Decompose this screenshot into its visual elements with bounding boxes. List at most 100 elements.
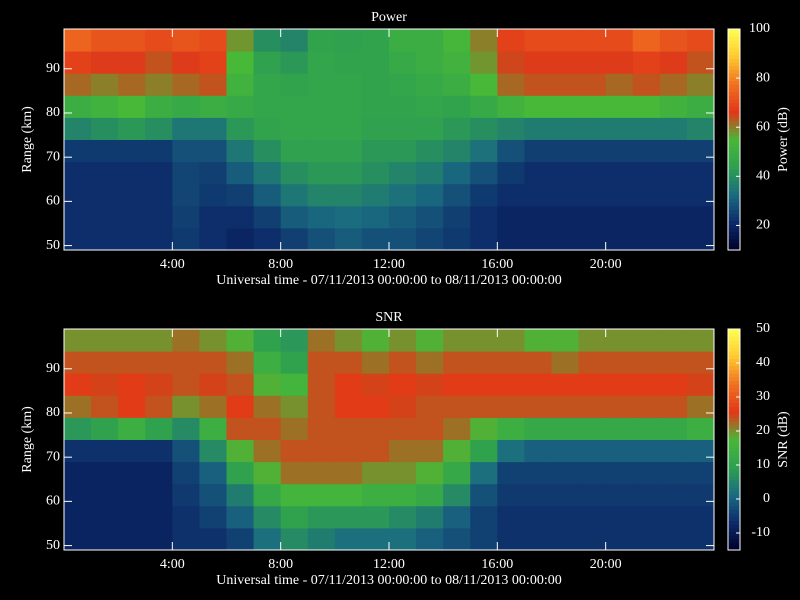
y-tick-label: 50	[46, 538, 60, 553]
heatmap-cell	[659, 395, 688, 418]
heatmap-cell	[145, 505, 173, 529]
colorbar-swatch	[728, 150, 740, 155]
heatmap-cell	[524, 483, 552, 507]
heatmap-cell	[226, 417, 255, 440]
heatmap-cell	[524, 95, 552, 118]
heatmap-cell	[605, 329, 634, 352]
colorbar-swatch	[728, 65, 740, 71]
heatmap-cell	[118, 51, 146, 74]
heatmap-cell	[686, 395, 715, 418]
heatmap-cell	[632, 161, 661, 185]
heatmap-cell	[334, 461, 363, 485]
colorbar-swatch	[728, 332, 740, 337]
heatmap-cell	[416, 117, 444, 140]
heatmap-cell	[334, 73, 363, 96]
heatmap-cell	[334, 139, 363, 163]
heatmap-cell	[91, 483, 119, 507]
heatmap-cell	[497, 505, 525, 529]
heatmap-cell	[632, 205, 661, 229]
heatmap-cell	[361, 73, 390, 96]
heatmap-cell	[226, 351, 255, 374]
heatmap-cell	[118, 117, 146, 140]
heatmap-cell	[524, 351, 552, 374]
heatmap-cell	[524, 417, 552, 440]
colorbar-swatch	[728, 205, 740, 210]
heatmap-cell	[389, 527, 417, 551]
heatmap-cell	[199, 417, 227, 440]
colorbar-swatch	[728, 476, 740, 481]
heatmap-cell	[578, 373, 607, 396]
heatmap-cell	[307, 351, 336, 374]
colorbar-swatch	[728, 84, 740, 89]
heatmap-cell	[416, 461, 444, 485]
colorbar-swatch	[728, 194, 740, 199]
heatmap-cell	[524, 161, 552, 185]
heatmap-cell	[632, 95, 661, 118]
heatmap-cell	[443, 439, 471, 463]
colorbar-swatch	[728, 220, 740, 225]
heatmap-cell	[253, 527, 282, 551]
heatmap-cell	[416, 329, 444, 352]
heatmap-cell	[91, 395, 119, 418]
heatmap-cell	[659, 29, 688, 52]
colorbar-swatch	[728, 505, 740, 510]
heatmap-cell	[361, 395, 390, 418]
heatmap-cell	[199, 329, 227, 352]
y-axis-label: Range (km)	[20, 106, 35, 173]
colorbar-swatch	[728, 428, 740, 433]
colorbar-swatch	[728, 343, 740, 348]
x-axis-label: Universal time - 07/11/2013 00:00:00 to …	[216, 573, 561, 588]
heatmap-cell	[91, 439, 119, 463]
heatmap-cell	[605, 139, 634, 163]
heatmap-cell	[172, 461, 200, 485]
colorbar-swatch	[728, 47, 740, 52]
colorbar-swatch	[728, 373, 740, 378]
heatmap-cell	[578, 29, 607, 52]
heatmap-cell	[497, 373, 525, 396]
heatmap-cell	[578, 161, 607, 185]
x-tick-label: 8:00	[268, 257, 293, 272]
heatmap-cell	[659, 117, 688, 140]
colorbar-swatch	[728, 165, 740, 170]
colorbar-swatch	[728, 398, 740, 404]
heatmap-cell	[226, 439, 255, 463]
heatmap-cell	[280, 73, 309, 96]
heatmap-cell	[416, 505, 444, 529]
heatmap-cell	[199, 51, 227, 74]
heatmap-cell	[443, 95, 471, 118]
heatmap-cell	[416, 183, 444, 207]
heatmap-cell	[280, 29, 309, 52]
heatmap-cell	[334, 183, 363, 207]
heatmap-cell	[470, 373, 498, 396]
heatmap-cell	[91, 527, 119, 551]
colorbar-swatch	[728, 235, 740, 240]
colorbar-swatch	[728, 535, 740, 540]
heatmap-cell	[578, 205, 607, 229]
heatmap-cell	[578, 183, 607, 207]
heatmap-cell	[118, 505, 146, 529]
heatmap-cell	[91, 329, 119, 352]
heatmap-cell	[524, 461, 552, 485]
heatmap-cell	[551, 439, 580, 463]
heatmap-cell	[605, 73, 634, 96]
colorbar-tick-label: 0	[763, 491, 770, 506]
heatmap-cell	[145, 351, 173, 374]
heatmap-cell	[470, 161, 498, 185]
heatmap-cell	[307, 205, 336, 229]
heatmap-cell	[64, 373, 92, 396]
heatmap-cell	[416, 73, 444, 96]
heatmap-cell	[470, 117, 498, 140]
heatmap-cell	[199, 227, 227, 251]
heatmap-cell	[64, 351, 92, 374]
heatmap-cell	[686, 351, 715, 374]
heatmap-cell	[280, 227, 309, 251]
y-tick-label: 70	[46, 449, 60, 464]
colorbar-tick-label: -10	[751, 525, 770, 540]
heatmap-cell	[470, 417, 498, 440]
colorbar-swatch	[728, 231, 740, 236]
heatmap-cell	[280, 483, 309, 507]
heatmap-cell	[605, 461, 634, 485]
heatmap-cell	[226, 395, 255, 418]
heatmap-cell	[416, 373, 444, 396]
heatmap-cell	[686, 161, 715, 185]
